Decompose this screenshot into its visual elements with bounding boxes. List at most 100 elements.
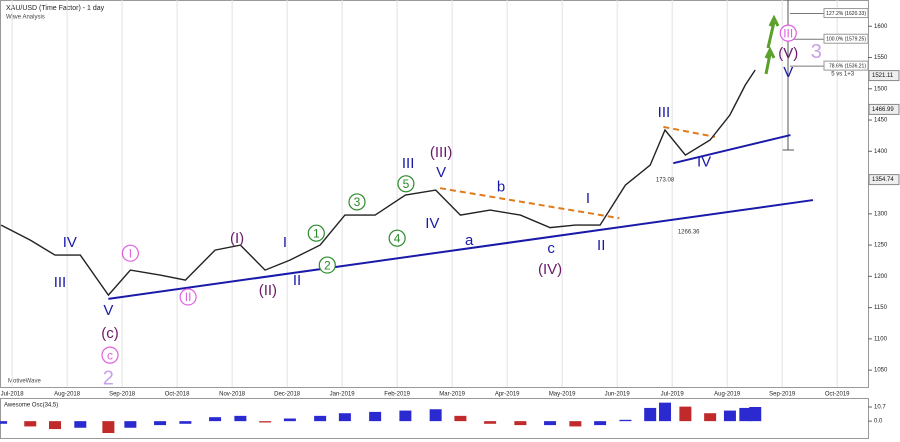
wave-circle bbox=[779, 24, 797, 42]
osc-bar bbox=[399, 410, 412, 422]
osc-bar bbox=[484, 421, 497, 424]
wave-circle bbox=[101, 346, 119, 364]
osc-bar bbox=[659, 402, 672, 422]
wave-label: II bbox=[597, 237, 605, 254]
osc-bar bbox=[429, 409, 442, 422]
wave-label: III bbox=[402, 155, 415, 172]
wave-label: c bbox=[107, 348, 113, 362]
wave-label: 5 bbox=[403, 177, 410, 191]
note: 173.08 bbox=[656, 178, 675, 184]
note: 5 vs 1+3 bbox=[831, 71, 855, 77]
fib-label-box bbox=[823, 8, 869, 19]
wave-label: a bbox=[465, 232, 474, 249]
osc-bar bbox=[0, 421, 8, 424]
price-label: 1466.99 bbox=[872, 107, 894, 113]
x-tick-label: Jul-2018 bbox=[1, 392, 25, 398]
osc-bar bbox=[259, 421, 272, 423]
wave-label: III bbox=[658, 104, 671, 121]
y-tick-label: 1100 bbox=[874, 336, 888, 342]
wave-label: (I) bbox=[230, 230, 244, 247]
fib-label-box bbox=[823, 60, 869, 71]
osc-bar bbox=[74, 421, 87, 428]
osc-title: Awesome Osc(34,5) bbox=[4, 403, 58, 409]
osc-tick-label: 10.7 bbox=[874, 405, 886, 411]
wave-label: IV bbox=[425, 215, 439, 232]
note: 1266.36 bbox=[678, 230, 700, 236]
y-tick-label: 1400 bbox=[874, 149, 888, 155]
fib-label: 100.0% (1579.25) bbox=[826, 37, 866, 43]
price-label-box bbox=[868, 70, 900, 82]
price-label-box bbox=[868, 174, 900, 186]
chart-subtitle: Wave Analysis bbox=[6, 15, 45, 21]
wave-label: (c) bbox=[101, 325, 119, 342]
osc-bar bbox=[49, 421, 62, 430]
osc-frame bbox=[0, 398, 869, 439]
wave-label: V bbox=[783, 64, 793, 81]
footer: MotiveWave bbox=[8, 379, 41, 385]
x-tick-label: Mar-2019 bbox=[439, 392, 465, 398]
wave-label: b bbox=[497, 178, 505, 195]
wave-circle bbox=[307, 224, 325, 242]
wave-label: (V) bbox=[778, 45, 798, 62]
y-tick-label: 1300 bbox=[874, 211, 888, 217]
wave-circle bbox=[318, 256, 336, 274]
osc-tick-label: 0.0 bbox=[874, 419, 883, 425]
x-tick-label: May-2019 bbox=[549, 392, 576, 398]
osc-bar bbox=[209, 417, 222, 422]
wave-label: 2 bbox=[324, 258, 331, 272]
wave-label: I bbox=[283, 234, 287, 251]
osc-bar bbox=[369, 411, 382, 422]
osc-bar bbox=[234, 415, 247, 422]
osc-bar bbox=[544, 421, 557, 426]
fib-label-box bbox=[823, 33, 869, 44]
fib-label: 127.2% (1620.33) bbox=[826, 11, 866, 17]
wave-label: V bbox=[103, 302, 113, 319]
y-tick-label: 1050 bbox=[874, 368, 888, 374]
x-tick-label: Jul-2019 bbox=[661, 392, 685, 398]
trendline bbox=[439, 187, 620, 220]
osc-bar bbox=[644, 407, 657, 422]
wave-label: II bbox=[293, 272, 301, 289]
wave-label: c bbox=[547, 240, 555, 257]
x-tick-label: Sep-2018 bbox=[109, 392, 136, 398]
wave-label: 3 bbox=[354, 195, 361, 209]
wave-label: V bbox=[436, 164, 446, 181]
x-tick-label: Apr-2019 bbox=[495, 392, 520, 398]
x-tick-label: Nov-2018 bbox=[219, 392, 246, 398]
x-tick-label: Feb-2019 bbox=[384, 392, 410, 398]
osc-bar bbox=[283, 418, 296, 422]
wave-circle bbox=[388, 229, 406, 247]
wave-label: 2 bbox=[103, 368, 114, 390]
wave-label: (IV) bbox=[538, 261, 562, 278]
trendline bbox=[108, 199, 814, 300]
price-label: 1354.74 bbox=[872, 177, 894, 183]
x-tick-label: Aug-2019 bbox=[714, 392, 741, 398]
y-tick-label: 1500 bbox=[874, 86, 888, 92]
wave-label: III bbox=[54, 274, 67, 291]
wave-label: 4 bbox=[394, 231, 401, 245]
osc-bar bbox=[514, 421, 527, 426]
osc-bar bbox=[679, 406, 692, 422]
osc-bar bbox=[124, 421, 137, 428]
wave-label: II bbox=[185, 290, 192, 304]
price-label: 1521.11 bbox=[872, 73, 894, 79]
osc-bar bbox=[749, 407, 762, 422]
price-label-box bbox=[868, 103, 900, 115]
osc-bar bbox=[314, 415, 327, 422]
x-tick-label: Aug-2018 bbox=[54, 392, 81, 398]
wave-label: IV bbox=[697, 153, 711, 170]
x-tick-label: Jan-2019 bbox=[330, 392, 356, 398]
osc-bar bbox=[24, 421, 37, 427]
wave-label: III bbox=[783, 26, 793, 40]
osc-bar bbox=[723, 410, 736, 422]
arrow-up bbox=[764, 46, 776, 75]
wave-label: 1 bbox=[313, 226, 320, 240]
x-tick-label: Oct-2019 bbox=[825, 392, 850, 398]
wave-circle bbox=[179, 288, 197, 306]
x-tick-label: Dec-2018 bbox=[274, 392, 301, 398]
osc-bar bbox=[619, 419, 632, 422]
y-tick-label: 1250 bbox=[874, 243, 888, 249]
osc-bar bbox=[154, 421, 167, 426]
y-tick-label: 1200 bbox=[874, 274, 888, 280]
